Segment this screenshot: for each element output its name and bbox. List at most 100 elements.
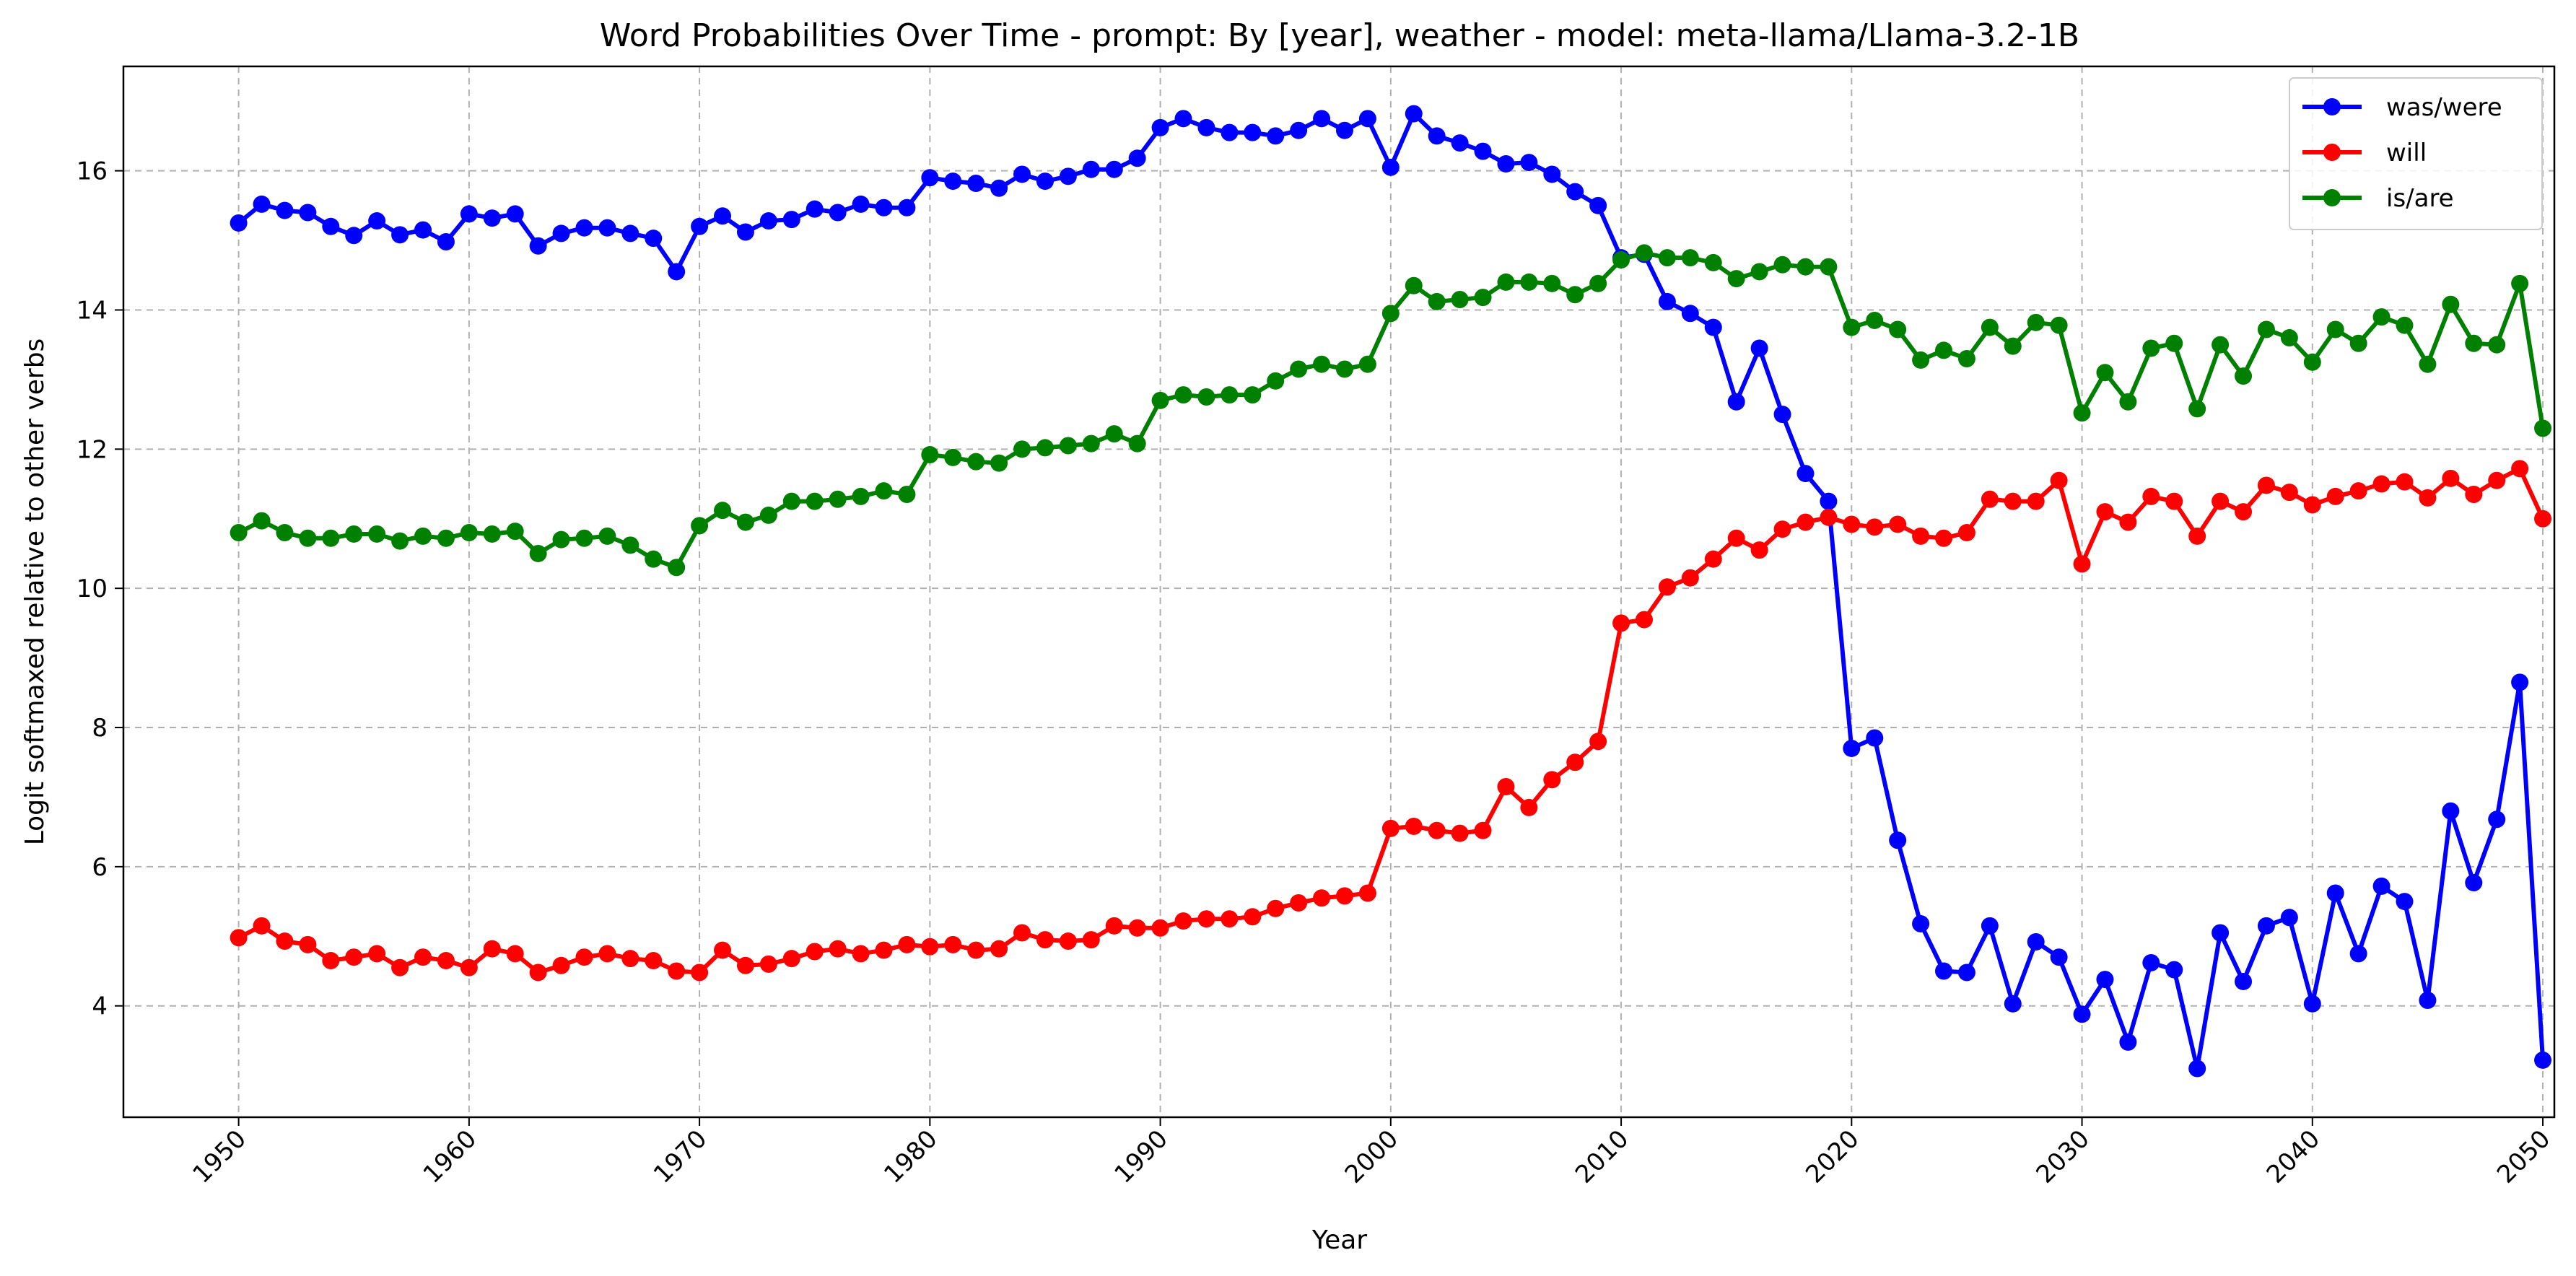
series-was-were: [230, 105, 2552, 1078]
data-point: [990, 454, 1008, 472]
data-point: [1105, 917, 1123, 935]
data-point: [253, 917, 271, 935]
data-point: [2534, 1051, 2552, 1069]
data-point: [1221, 910, 1239, 928]
data-point: [2303, 353, 2321, 371]
data-point: [1935, 962, 1953, 980]
data-point: [1704, 550, 1722, 568]
data-point: [1681, 249, 1699, 267]
data-point: [391, 958, 409, 976]
data-point: [1935, 529, 1953, 547]
data-point: [1543, 274, 1561, 292]
data-point: [552, 224, 570, 242]
data-point: [621, 950, 639, 968]
data-point: [1750, 339, 1768, 357]
data-point: [1105, 160, 1123, 178]
y-tick-label: 8: [92, 714, 108, 743]
data-point: [2165, 492, 2183, 510]
data-point: [1889, 320, 1907, 338]
data-point: [921, 938, 939, 956]
data-point: [368, 945, 386, 963]
data-point: [230, 929, 248, 947]
data-point: [2119, 1033, 2137, 1051]
data-point: [345, 948, 363, 966]
data-point: [2027, 492, 2045, 510]
data-point: [852, 487, 870, 505]
data-point: [1843, 739, 1861, 757]
data-point: [414, 221, 432, 239]
data-point: [437, 952, 455, 970]
data-point: [1358, 110, 1376, 128]
data-point: [1866, 311, 1884, 329]
data-point: [1589, 274, 1607, 292]
data-point: [2349, 334, 2367, 352]
data-point: [2073, 555, 2091, 573]
data-point: [691, 963, 709, 982]
data-point: [1059, 167, 1077, 185]
data-point: [1520, 154, 1538, 172]
data-point: [1082, 931, 1100, 949]
series-is-are: [230, 244, 2552, 577]
data-point: [668, 263, 686, 281]
data-point: [1290, 360, 1308, 378]
y-tick-label: 6: [92, 853, 108, 882]
legend-item: will: [2302, 139, 2427, 167]
data-point: [1381, 819, 1400, 837]
data-point: [460, 958, 478, 976]
data-point: [598, 945, 616, 963]
plot-area-frame: [122, 65, 2556, 1119]
data-point: [2235, 367, 2253, 385]
data-point: [1796, 465, 1815, 483]
data-point: [253, 512, 271, 530]
data-point: [645, 230, 663, 248]
data-point: [2165, 334, 2183, 352]
data-point: [645, 550, 663, 568]
data-point: [1866, 729, 1884, 747]
data-point: [2165, 961, 2183, 979]
data-point: [1612, 251, 1630, 269]
data-point: [1566, 183, 1584, 201]
data-point: [1428, 127, 1446, 145]
data-point: [345, 525, 363, 543]
data-point: [1520, 273, 1538, 291]
data-point: [2004, 492, 2022, 510]
data-point: [2050, 316, 2068, 334]
data-point: [2257, 917, 2275, 935]
data-point: [345, 227, 363, 245]
data-point: [1912, 914, 1930, 932]
data-point: [391, 226, 409, 244]
data-point: [2396, 893, 2414, 911]
data-point: [1773, 255, 1791, 274]
data-point: [276, 201, 294, 219]
data-point: [2212, 924, 2230, 942]
data-point: [714, 941, 732, 959]
data-point: [1589, 733, 1607, 751]
data-point: [782, 211, 800, 229]
data-point: [2073, 404, 2091, 422]
data-point: [1313, 889, 1331, 907]
data-point: [276, 932, 294, 951]
data-point: [2004, 995, 2022, 1013]
data-point: [1566, 286, 1584, 304]
data-point: [2142, 487, 2160, 505]
data-point: [391, 532, 409, 550]
data-point: [1981, 917, 1999, 935]
data-point: [1451, 291, 1469, 309]
data-point: [1474, 821, 1492, 839]
data-point: [691, 517, 709, 535]
data-point: [2511, 274, 2529, 292]
data-point: [506, 945, 524, 963]
data-point: [944, 935, 962, 953]
data-point: [1796, 258, 1815, 276]
data-point: [1474, 289, 1492, 307]
data-point: [967, 941, 985, 959]
data-point: [2465, 334, 2483, 352]
data-point: [575, 219, 593, 237]
data-point: [1912, 351, 1930, 369]
data-point: [736, 223, 754, 241]
data-point: [2119, 393, 2137, 411]
data-point: [1358, 884, 1376, 902]
data-point: [299, 204, 317, 222]
data-point: [1221, 123, 1239, 141]
